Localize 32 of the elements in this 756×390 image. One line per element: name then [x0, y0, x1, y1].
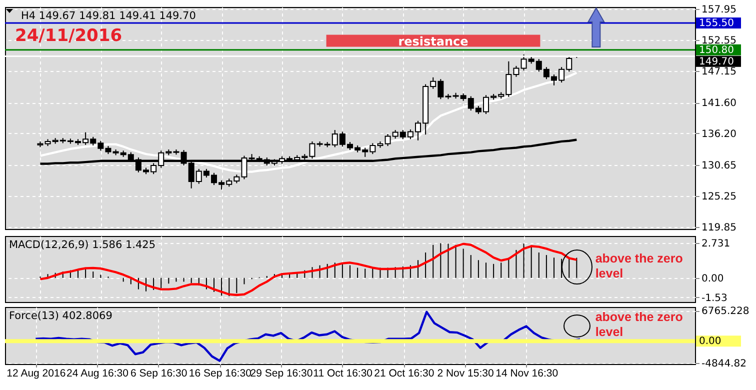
text: above the zero level — [595, 252, 684, 281]
annotation: resistance — [398, 34, 468, 48]
x-tick-label: 2 Nov 15:30 — [437, 368, 494, 380]
x-tick-label: 21 Oct 16:30 — [374, 368, 434, 380]
y-tick-label: -4844.82 — [702, 358, 746, 370]
chart-title: MACD(12,26,9) 1.586 1.425 — [9, 239, 156, 251]
x-tick-label: 12 Aug 2016 — [6, 368, 66, 380]
x-tick-label: 16 Sep 16:30 — [188, 368, 252, 380]
y-tick-label: 136.20 — [702, 128, 736, 140]
y-tick-label: 6765.228 — [702, 306, 750, 318]
x-tick-label: 14 Nov 16:30 — [496, 368, 558, 380]
ref-line-label: 149.70 — [699, 56, 734, 68]
y-tick-label: 0.00 — [702, 273, 724, 284]
chart-title: Force(13) 402.8069 — [9, 310, 112, 322]
y-tick-label: 141.60 — [702, 98, 736, 110]
x-tick-label: 6 Sep 16:30 — [130, 368, 188, 380]
y-tick-label: -1.53 — [702, 292, 728, 304]
y-tick-label: 119.85 — [702, 222, 736, 234]
x-tick-label: 11 Oct 16:30 — [313, 368, 373, 380]
x-tick-label: 29 Sep 16:30 — [250, 368, 313, 380]
y-tick-label: 157.95 — [702, 4, 736, 16]
y-tick-label: 147.15 — [702, 66, 736, 78]
annotation: 24/11/2016 — [15, 26, 122, 46]
y-tick-label: 125.25 — [702, 192, 736, 203]
ref-line-label: 155.50 — [699, 18, 734, 30]
chart-title: H4 149.67 149.81 149.41 149.70 — [21, 10, 196, 22]
y-tick-label: 152.55 — [702, 35, 736, 46]
x-tick-label: 24 Aug 16:30 — [66, 368, 129, 380]
ref-line-label: 150.80 — [699, 44, 734, 56]
y-tick-label: 2.731 — [702, 238, 730, 250]
y-tick-label: 130.65 — [702, 160, 736, 172]
text: above the zero level — [595, 310, 684, 339]
